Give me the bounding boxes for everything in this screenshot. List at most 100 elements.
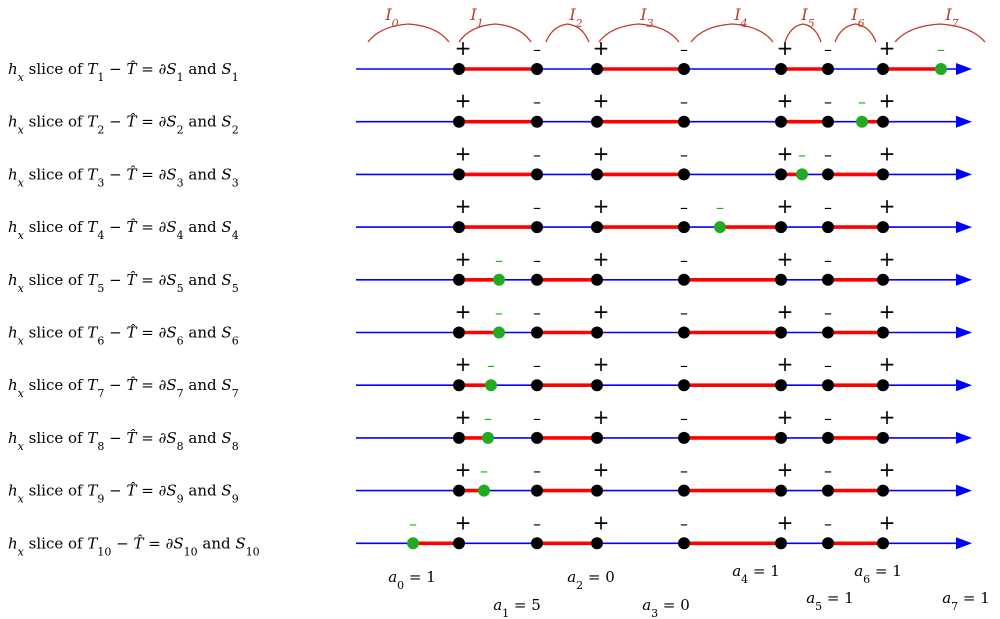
sign-label: + <box>455 300 472 324</box>
breakpoint-3 <box>591 379 603 392</box>
breakpoint-1 <box>453 537 465 550</box>
sign-label: – <box>680 251 688 270</box>
breakpoint-3 <box>591 484 603 497</box>
sign-label: – <box>533 93 541 112</box>
sign-label: + <box>879 458 896 482</box>
breakpoint-3 <box>591 273 603 286</box>
row-label: hx slice of T7 − T̂ = ∂S7 and S7 <box>8 376 239 400</box>
sign-label: – <box>533 409 541 428</box>
interval-arc-1 <box>458 23 532 43</box>
sign-label: + <box>455 89 472 113</box>
breakpoint-4 <box>678 537 690 550</box>
interval-label-3: I3 <box>639 5 653 30</box>
breakpoint-5 <box>775 379 787 392</box>
sign-label: + <box>777 510 794 534</box>
green-point <box>935 63 947 75</box>
breakpoint-2 <box>531 63 543 75</box>
breakpoint-2 <box>531 431 543 444</box>
row-1: hx slice of T1 − T̂ = ∂S1 and S1 + – + – + – + – <box>8 36 972 84</box>
sign-label: + <box>455 141 472 165</box>
sign-label: + <box>879 510 896 534</box>
breakpoint-1 <box>453 168 465 181</box>
row-label: hx slice of T5 − T̂ = ∂S5 and S5 <box>8 271 239 295</box>
sign-label: + <box>777 36 794 60</box>
breakpoint-6 <box>822 221 834 234</box>
breakpoint-4 <box>678 326 690 339</box>
sign-label: + <box>455 458 472 482</box>
breakpoint-7 <box>877 431 889 444</box>
breakpoint-4 <box>678 221 690 234</box>
sign-label: + <box>777 89 794 113</box>
sign-label: + <box>455 194 472 218</box>
row-label: hx slice of T1 − T̂ = ∂S1 and S1 <box>8 60 239 84</box>
coefficient-a6: a6 = 1 <box>854 562 902 586</box>
row-5: hx slice of T5 − T̂ = ∂S5 and S5 + – + – + – + – <box>8 247 972 295</box>
breakpoint-2 <box>531 221 543 234</box>
breakpoint-7 <box>877 326 889 339</box>
sign-label: + <box>879 141 896 165</box>
row-10: hx slice of T10 − T̂ = ∂S10 and S10 + – + – +… <box>8 510 972 558</box>
coefficient-a3: a3 = 0 <box>642 596 690 619</box>
sign-label: – <box>824 409 832 428</box>
green-sign-label: – <box>480 462 488 481</box>
interval-label-7: I7 <box>944 5 958 30</box>
green-sign-label: – <box>798 145 806 164</box>
sign-label: + <box>593 510 610 534</box>
interval-label-6: I6 <box>850 5 864 30</box>
sign-label: + <box>593 194 610 218</box>
sign-label: – <box>824 40 832 59</box>
row-9: hx slice of T9 − T̂ = ∂S9 and S9+ – + – + – +– <box>8 458 972 505</box>
breakpoint-7 <box>877 63 889 75</box>
row-label: hx slice of T2 − T̂ = ∂S2 and S2 <box>8 113 239 137</box>
green-point <box>485 379 497 392</box>
breakpoint-4 <box>678 115 690 128</box>
sign-label: – <box>533 462 541 481</box>
sign-label: + <box>593 36 610 60</box>
arrow-head <box>956 273 972 286</box>
breakpoint-6 <box>822 115 834 128</box>
row-label: hx slice of T4 − T̂ = ∂S4 and S4 <box>8 218 239 242</box>
breakpoint-4 <box>678 273 690 286</box>
coefficient-a2: a2 = 0 <box>567 568 615 592</box>
breakpoint-7 <box>877 484 889 497</box>
coefficient-a7: a7 = 1 <box>942 589 990 613</box>
breakpoint-2 <box>531 537 543 550</box>
sign-label: – <box>824 356 832 375</box>
row-label: hx slice of T8 − T̂ = ∂S8 and S8 <box>8 429 239 453</box>
breakpoint-3 <box>591 326 603 339</box>
breakpoint-1 <box>453 379 465 392</box>
row-label: hx slice of T3 − T̂ = ∂S3 and S3 <box>8 165 239 189</box>
sign-label: + <box>777 458 794 482</box>
breakpoint-1 <box>453 221 465 234</box>
arrow-head <box>956 168 972 181</box>
sign-label: + <box>593 458 610 482</box>
breakpoint-2 <box>531 168 543 181</box>
sign-label: + <box>593 247 610 271</box>
interval-arc-4 <box>690 23 774 43</box>
breakpoint-2 <box>531 379 543 392</box>
green-point <box>482 431 494 444</box>
breakpoint-3 <box>591 63 603 75</box>
green-sign-label: – <box>409 514 417 533</box>
green-point <box>856 115 868 128</box>
sign-label: – <box>680 356 688 375</box>
breakpoint-6 <box>822 168 834 181</box>
sign-label: + <box>777 194 794 218</box>
coefficient-a4: a4 = 1 <box>732 562 780 586</box>
breakpoint-3 <box>591 537 603 550</box>
breakpoint-5 <box>775 431 787 444</box>
interval-arc-2 <box>545 23 590 43</box>
green-point <box>493 273 505 286</box>
breakpoint-1 <box>453 484 465 497</box>
sign-label: + <box>879 89 896 113</box>
sign-label: + <box>455 36 472 60</box>
breakpoint-7 <box>877 273 889 286</box>
breakpoint-6 <box>822 484 834 497</box>
row-8: hx slice of T8 − T̂ = ∂S8 and S8+ – + – + – +– <box>8 405 972 453</box>
sign-label: + <box>879 405 896 429</box>
green-point <box>407 537 419 550</box>
arrow-head <box>956 484 972 497</box>
breakpoint-3 <box>591 115 603 128</box>
sign-label: – <box>680 198 688 217</box>
